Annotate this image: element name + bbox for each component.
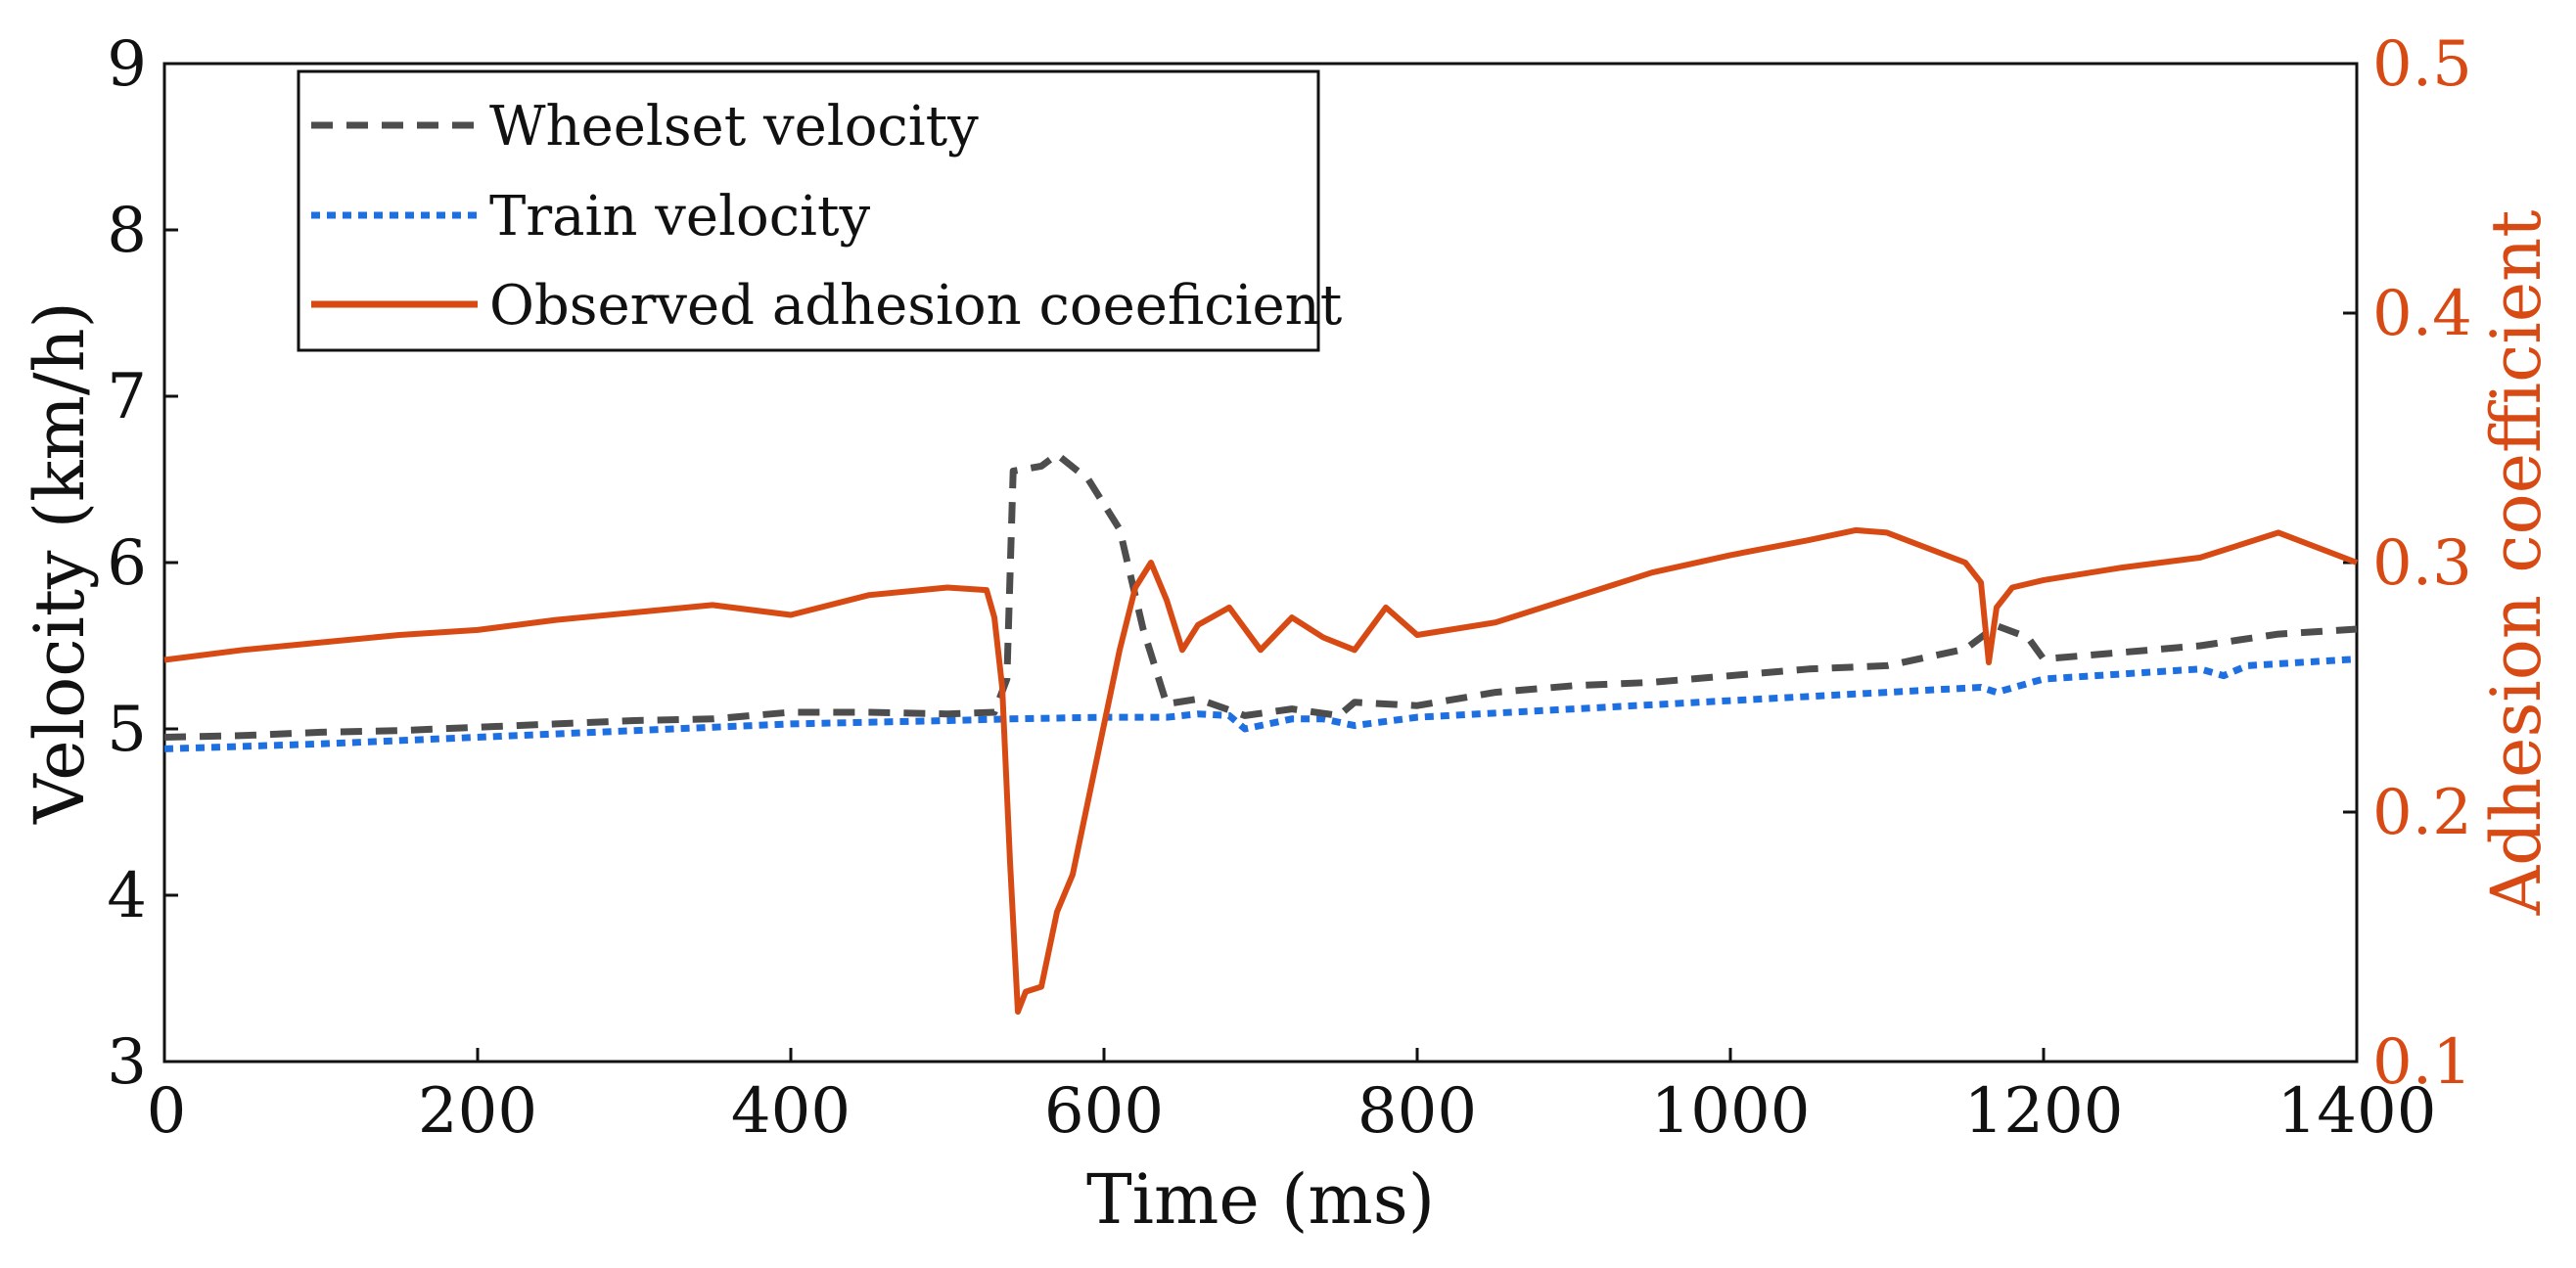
bottom-axis-ticks: 0 200 400 600 800 1000 1200 1400	[147, 1048, 2437, 1148]
y2-tick-label: 0.4	[2372, 278, 2472, 350]
y-tick-label: 6	[107, 527, 147, 600]
y-tick-label: 9	[107, 28, 147, 101]
y2-tick-label: 0.1	[2372, 1026, 2472, 1099]
series-layer	[163, 451, 2359, 1015]
wheelset-velocity-line	[163, 451, 2358, 741]
x-tick-label: 800	[1357, 1075, 1477, 1148]
y2-tick-label: 0.2	[2372, 777, 2472, 849]
x-tick-label: 600	[1044, 1075, 1164, 1148]
y-tick-label: 3	[107, 1026, 147, 1099]
y-tick-label: 7	[107, 361, 147, 433]
y-tick-label: 8	[107, 195, 147, 267]
legend: Wheelset velocity Train velocity Observe…	[297, 69, 1343, 352]
y2-tick-label: 0.3	[2372, 527, 2472, 600]
adhesion-coefficient-line	[163, 526, 2359, 1015]
x-tick-label: 200	[418, 1075, 537, 1148]
y-tick-label: 4	[107, 860, 147, 932]
x-axis-label: Time (ms)	[1086, 1159, 1435, 1240]
y-axis-label: Velocity (km/h)	[20, 301, 100, 825]
legend-label-adhesion: Observed adhesion coeeficient	[489, 274, 1343, 338]
y2-tick-label: 0.5	[2372, 28, 2472, 101]
x-tick-label: 1200	[1964, 1075, 2124, 1148]
x-tick-label: 0	[147, 1075, 187, 1148]
x-tick-label: 1400	[2277, 1075, 2437, 1148]
train-velocity-line	[163, 656, 2358, 752]
x-tick-label: 400	[731, 1075, 851, 1148]
legend-label-wheelset: Wheelset velocity	[489, 95, 979, 158]
x-tick-label: 1000	[1651, 1075, 1811, 1148]
left-axis-ticks: 3 4 5 6 7 8 9	[107, 28, 178, 1099]
y-tick-label: 5	[107, 694, 147, 766]
legend-label-train: Train velocity	[489, 185, 870, 249]
y2-axis-label: Adhesion coefficient	[2476, 210, 2556, 917]
right-axis-ticks: 0.1 0.2 0.3 0.4 0.5	[2343, 28, 2472, 1099]
